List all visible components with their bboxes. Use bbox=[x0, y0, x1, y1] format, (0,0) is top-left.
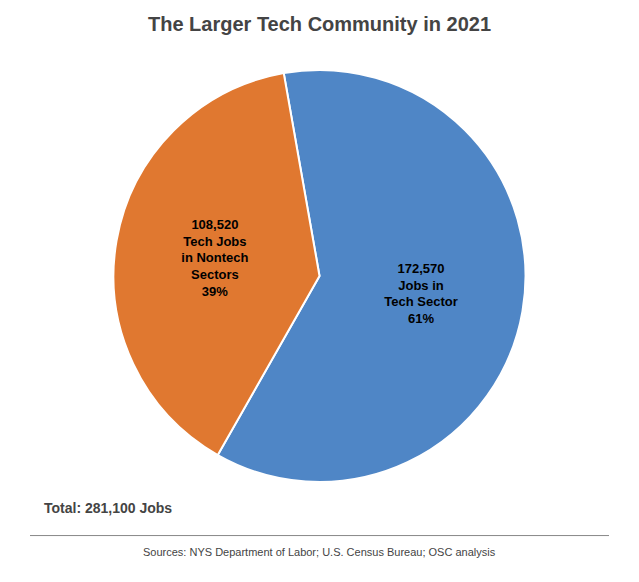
svg-text:Sources: NYS Department of Lab: Sources: NYS Department of Labor; U.S. C… bbox=[143, 546, 496, 558]
svg-text:108,520Tech Jobsin NontechSect: 108,520Tech Jobsin NontechSectors39% bbox=[181, 217, 248, 300]
svg-text:172,570Jobs inTech Sector61%: 172,570Jobs inTech Sector61% bbox=[384, 261, 457, 327]
svg-text:Total: 281,100 Jobs: Total: 281,100 Jobs bbox=[44, 500, 172, 516]
svg-text:The Larger Tech Community in 2: The Larger Tech Community in 2021 bbox=[148, 13, 491, 35]
